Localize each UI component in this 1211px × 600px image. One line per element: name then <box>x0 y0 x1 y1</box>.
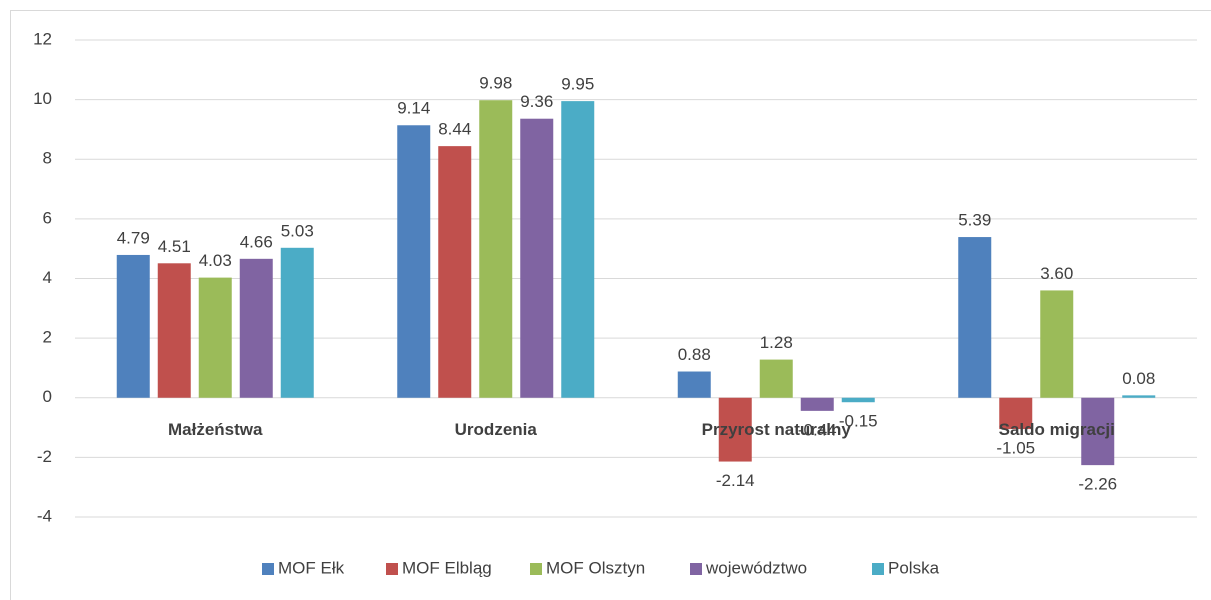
value-label: 4.79 <box>117 228 150 247</box>
value-label: 9.98 <box>479 74 512 93</box>
y-tick-label: -4 <box>37 506 52 525</box>
bar <box>198 277 232 398</box>
bar <box>438 146 472 398</box>
value-label: -2.14 <box>716 471 755 490</box>
bar <box>157 263 191 398</box>
value-label: -1.05 <box>996 439 1035 458</box>
y-tick-label: 8 <box>43 149 52 168</box>
value-label: -0.44 <box>798 420 837 439</box>
bar <box>677 371 711 398</box>
bar <box>999 397 1033 430</box>
bar <box>239 258 273 398</box>
value-label: 3.60 <box>1040 264 1073 283</box>
bar <box>1081 397 1115 466</box>
bar <box>841 397 875 403</box>
legend-swatch <box>386 563 398 575</box>
value-label: 9.36 <box>520 92 553 111</box>
value-label: 0.08 <box>1122 369 1155 388</box>
legend-swatch <box>530 563 542 575</box>
category-label: Urodzenia <box>455 420 538 439</box>
y-tick-label: 10 <box>33 89 52 108</box>
legend-label: Polska <box>888 558 940 577</box>
legend-label: MOF Elbląg <box>402 558 492 577</box>
value-label: 4.66 <box>240 232 273 251</box>
category-label: Przyrost naturalny <box>702 420 852 439</box>
value-label: 9.95 <box>561 75 594 94</box>
bar <box>520 118 554 398</box>
legend-label: województwo <box>705 558 807 577</box>
bar <box>561 101 595 398</box>
y-tick-label: -2 <box>37 447 52 466</box>
y-tick-label: 6 <box>43 208 52 227</box>
legend-swatch <box>262 563 274 575</box>
bar <box>116 254 150 398</box>
value-label: -2.26 <box>1078 475 1117 494</box>
y-tick-label: 4 <box>43 268 52 287</box>
bar <box>800 397 834 411</box>
bar <box>1122 395 1156 398</box>
legend-label: MOF Olsztyn <box>546 558 645 577</box>
value-label: 5.03 <box>281 221 314 240</box>
value-label: 4.51 <box>158 237 191 256</box>
bar <box>759 359 793 398</box>
value-label: 8.44 <box>438 120 471 139</box>
bar <box>280 247 314 398</box>
category-label: Saldo migracji <box>999 420 1115 439</box>
bar <box>479 100 513 398</box>
y-tick-label: 2 <box>43 328 52 347</box>
value-label: 9.14 <box>397 99 430 118</box>
value-label: 4.03 <box>199 251 232 270</box>
legend-label: MOF Ełk <box>278 558 345 577</box>
y-tick-label: 0 <box>43 387 52 406</box>
value-label: -0.15 <box>839 412 878 431</box>
category-label: Małżeństwa <box>168 420 263 439</box>
value-label: 5.39 <box>958 211 991 230</box>
bar <box>718 397 752 462</box>
legend-swatch <box>690 563 702 575</box>
y-tick-label: 12 <box>33 29 52 48</box>
bar <box>958 237 992 398</box>
bar <box>1040 290 1074 398</box>
bar <box>397 125 431 398</box>
chart-border <box>10 10 1211 600</box>
legend-swatch <box>872 563 884 575</box>
value-label: 0.88 <box>678 345 711 364</box>
value-label: 1.28 <box>760 333 793 352</box>
